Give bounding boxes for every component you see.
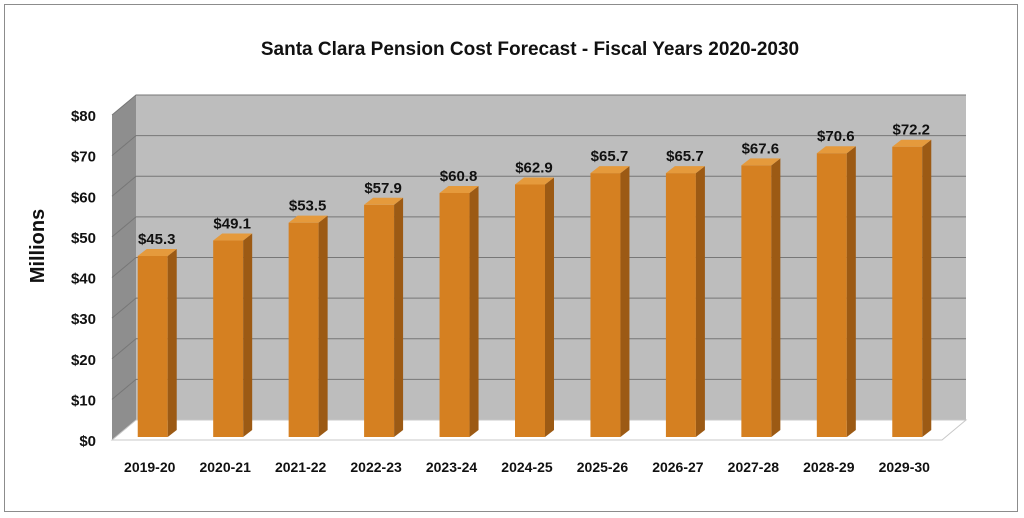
bar-top [665, 166, 705, 174]
x-tick-label: 2029-30 [879, 459, 931, 475]
bar-top [590, 166, 630, 174]
bar-top [288, 215, 328, 223]
bar [892, 139, 932, 437]
y-tick-label: $80 [71, 108, 96, 125]
bar-top [741, 158, 781, 166]
bar-front [288, 222, 319, 437]
bar-front [665, 173, 696, 437]
bar-side [846, 146, 856, 437]
y-tick-label: $60 [71, 189, 96, 206]
bar-front [515, 184, 545, 437]
x-axis-ticks: 2019-20 2020-21 2021-22 2022-23 2023-24 2024-… [124, 459, 930, 475]
x-tick-label: 2019-20 [124, 459, 176, 475]
data-label: $65.7 [666, 148, 704, 165]
bar [288, 215, 328, 437]
bar [590, 166, 630, 437]
data-label: $67.6 [742, 140, 780, 157]
data-label: $60.8 [440, 168, 478, 185]
bar-front [816, 153, 847, 437]
y-axis-label: Millions [27, 209, 49, 283]
bar-side [771, 158, 781, 437]
data-label: $65.7 [591, 148, 629, 165]
x-tick-label: 2024-25 [501, 459, 553, 475]
x-tick-label: 2028-29 [803, 459, 855, 475]
data-labels: $45.3 $49.1 $53.5 $57.9 $60.8 $62.9 $65.7 $65.7… [138, 122, 930, 248]
y-tick-label: $30 [71, 311, 96, 328]
bar [213, 233, 253, 437]
chart-title: Santa Clara Pension Cost Forecast - Fisc… [261, 39, 799, 60]
bar-front [213, 240, 244, 437]
bar-top [137, 248, 177, 256]
bar [137, 248, 177, 437]
y-tick-label: $70 [71, 149, 96, 166]
bar [741, 158, 781, 437]
gridline [111, 135, 966, 157]
bar-top [213, 233, 253, 241]
data-label: $45.3 [138, 231, 176, 248]
bar-side [545, 177, 554, 437]
gridline [111, 94, 966, 116]
data-label: $70.6 [817, 128, 855, 145]
bar [665, 166, 705, 437]
bar [515, 177, 554, 437]
y-tick-label: $20 [71, 352, 96, 369]
x-tick-label: 2020-21 [199, 459, 251, 475]
data-label: $57.9 [364, 180, 402, 197]
data-label: $49.1 [213, 216, 251, 233]
bar-front [741, 165, 772, 437]
bar-side [318, 215, 328, 437]
x-tick-label: 2021-22 [275, 459, 327, 475]
bar-top [364, 197, 404, 205]
x-tick-label: 2022-23 [350, 459, 402, 475]
bar-front [590, 173, 621, 437]
bar [364, 197, 404, 437]
bar-front [892, 146, 923, 437]
y-tick-label: $50 [71, 230, 96, 247]
data-label: $62.9 [515, 159, 553, 176]
bar-front [137, 255, 168, 437]
data-label: $53.5 [289, 198, 327, 215]
bar [816, 146, 856, 437]
bar-top [515, 177, 554, 185]
y-tick-label: $10 [71, 392, 96, 409]
bar-side [469, 186, 479, 437]
data-label: $72.2 [892, 122, 930, 139]
x-tick-label: 2025-26 [577, 459, 629, 475]
y-tick-label: $0 [79, 433, 96, 450]
x-tick-label: 2023-24 [426, 459, 478, 475]
bar-side [394, 197, 404, 437]
bars [137, 139, 932, 437]
y-tick-label: $40 [71, 271, 96, 288]
bar-side [922, 139, 932, 437]
bar-top [816, 146, 856, 154]
x-tick-label: 2026-27 [652, 459, 704, 475]
bar-front [439, 193, 470, 437]
y-axis-ticks: $0 $10 $20 $30 $40 $50 $60 $70 $80 [71, 108, 96, 450]
bar-front [364, 204, 395, 437]
bar-side [243, 233, 253, 437]
x-tick-label: 2027-28 [728, 459, 780, 475]
bar [439, 186, 479, 437]
bar-side [620, 166, 630, 437]
bar-top [439, 186, 479, 193]
bar-side [167, 248, 177, 437]
bar-top [892, 139, 932, 147]
bar-side [695, 166, 705, 437]
